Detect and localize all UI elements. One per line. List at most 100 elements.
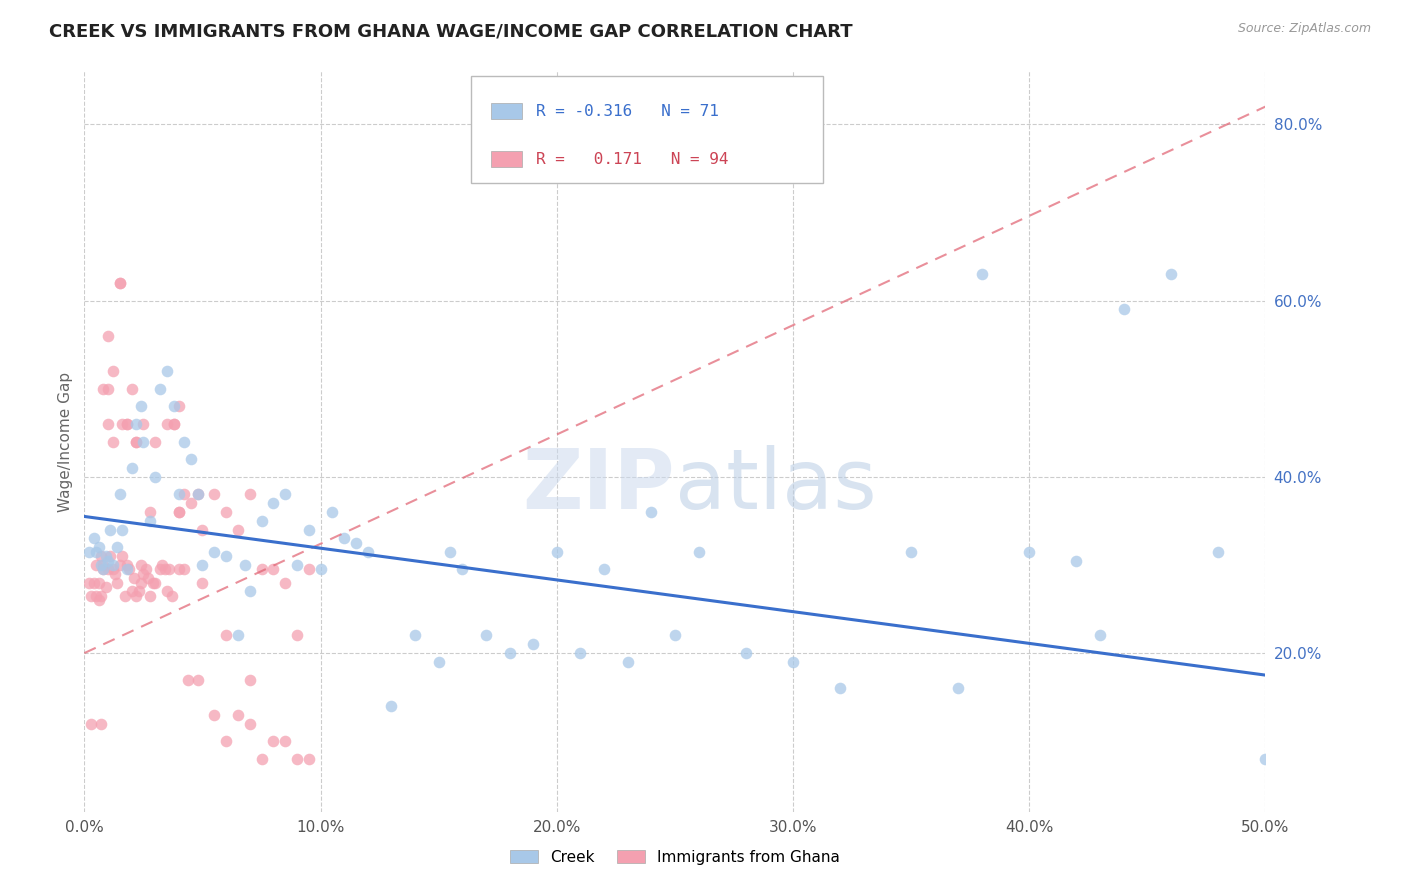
Point — [153, 562, 176, 576]
Point — [163, 417, 186, 431]
Point — [107, 541, 129, 555]
Point — [1018, 545, 1040, 559]
Point — [948, 681, 970, 696]
Point — [173, 487, 195, 501]
Point — [91, 562, 114, 576]
Point — [108, 276, 131, 290]
Point — [142, 575, 165, 590]
Point — [262, 562, 284, 576]
Point — [84, 589, 107, 603]
Point — [132, 434, 155, 449]
Point — [233, 558, 256, 572]
Point — [125, 417, 148, 431]
Point — [101, 558, 124, 572]
Point — [108, 558, 131, 572]
Point — [91, 558, 114, 572]
Point — [97, 382, 120, 396]
Point — [104, 566, 127, 581]
Point — [226, 523, 249, 537]
Point — [77, 545, 100, 559]
Point — [97, 562, 120, 576]
Point — [239, 487, 262, 501]
Point — [616, 655, 638, 669]
Point — [167, 505, 190, 519]
Point — [87, 575, 110, 590]
Point — [274, 734, 297, 748]
Point — [427, 655, 450, 669]
Point — [1088, 628, 1111, 642]
Point — [298, 562, 321, 576]
Point — [121, 382, 143, 396]
Point — [404, 628, 426, 642]
Point — [129, 399, 152, 413]
Point — [156, 417, 179, 431]
Point — [143, 434, 166, 449]
Point — [215, 549, 238, 563]
Point — [226, 707, 249, 722]
Point — [191, 575, 214, 590]
Point — [87, 541, 110, 555]
Point — [250, 752, 273, 766]
Point — [546, 545, 568, 559]
Point — [160, 589, 183, 603]
Point — [167, 562, 190, 576]
Point — [157, 562, 180, 576]
Point — [101, 434, 124, 449]
Point — [285, 752, 308, 766]
Point — [107, 575, 129, 590]
Point — [156, 584, 179, 599]
Point — [125, 434, 148, 449]
Point — [309, 562, 332, 576]
Point — [285, 628, 308, 642]
Point — [970, 267, 993, 281]
Point — [129, 558, 152, 572]
Point — [115, 417, 138, 431]
Text: ZIP: ZIP — [523, 445, 675, 526]
Point — [83, 532, 105, 546]
Point — [108, 487, 131, 501]
Point — [569, 646, 592, 660]
Point — [136, 571, 159, 585]
Point — [111, 523, 134, 537]
Point — [143, 470, 166, 484]
Point — [167, 505, 190, 519]
Point — [173, 434, 195, 449]
Point — [333, 532, 356, 546]
Point — [149, 382, 172, 396]
Point — [202, 487, 225, 501]
Point — [215, 628, 238, 642]
Point — [121, 461, 143, 475]
Point — [439, 545, 461, 559]
Point — [115, 562, 138, 576]
Point — [262, 734, 284, 748]
Point — [129, 575, 152, 590]
Point — [321, 505, 343, 519]
Point — [135, 562, 157, 576]
Point — [101, 562, 124, 576]
Point — [84, 545, 107, 559]
Point — [139, 514, 162, 528]
Point — [111, 549, 134, 563]
Point — [522, 637, 544, 651]
Point — [215, 734, 238, 748]
Point — [143, 575, 166, 590]
Point — [90, 549, 112, 563]
Point — [98, 523, 121, 537]
Point — [475, 628, 498, 642]
Point — [380, 698, 402, 713]
Point — [298, 752, 321, 766]
Point — [84, 558, 107, 572]
Point — [167, 487, 190, 501]
Point — [173, 562, 195, 576]
Point — [167, 399, 190, 413]
Point — [80, 716, 103, 731]
Point — [91, 382, 114, 396]
Point — [187, 487, 209, 501]
Point — [734, 646, 756, 660]
Point — [94, 580, 117, 594]
Point — [101, 364, 124, 378]
Point — [163, 399, 186, 413]
Point — [114, 589, 136, 603]
Point — [239, 673, 262, 687]
Point — [344, 536, 367, 550]
